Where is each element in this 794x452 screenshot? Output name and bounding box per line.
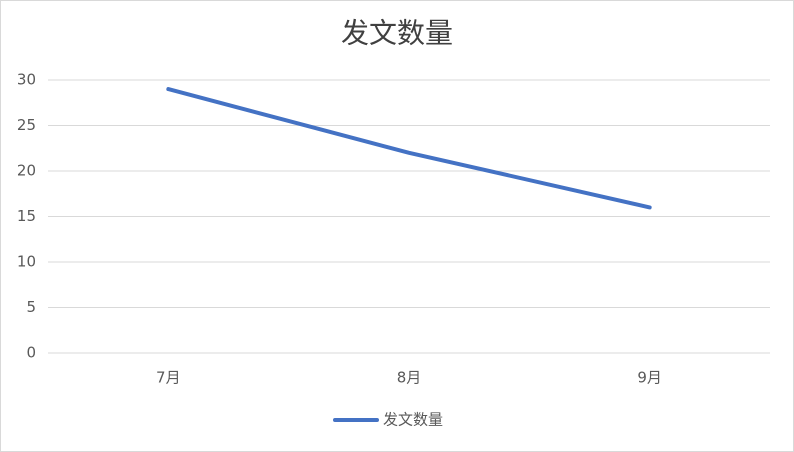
y-tick-label: 30 (17, 71, 36, 89)
chart-title: 发文数量 (341, 17, 453, 50)
x-tick-label: 7月 (156, 369, 181, 387)
y-tick-label: 10 (17, 253, 36, 271)
line-series (166, 87, 652, 210)
y-tick-label: 0 (26, 344, 36, 362)
y-tick-label: 25 (17, 116, 36, 134)
x-tick-label: 9月 (637, 369, 662, 387)
x-tick-label: 8月 (397, 369, 422, 387)
y-tick-label: 5 (26, 298, 36, 316)
y-tick-label: 15 (17, 207, 36, 225)
y-tick-label: 20 (17, 162, 36, 180)
legend-label: 发文数量 (383, 411, 443, 429)
